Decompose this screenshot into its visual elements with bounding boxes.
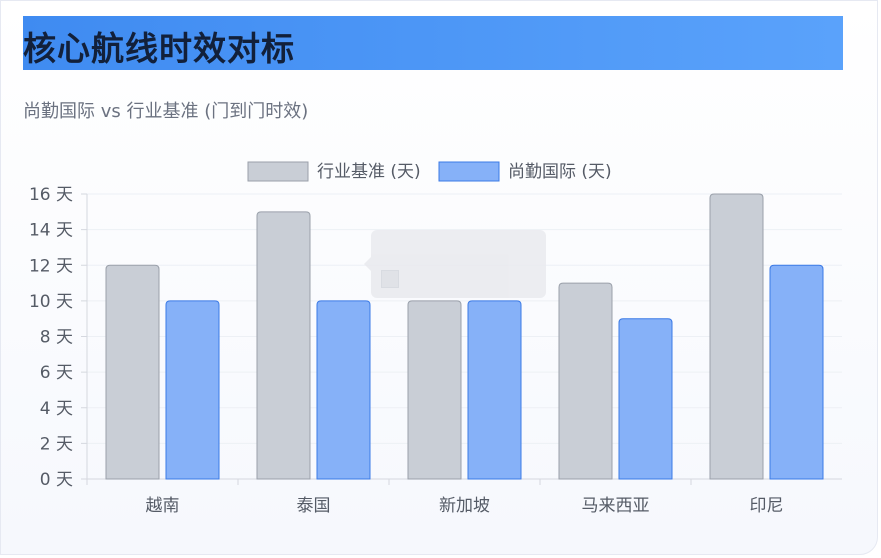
x-tick-label: 新加坡: [439, 496, 490, 516]
y-tick-label: 12 天: [29, 256, 73, 276]
y-tick-label: 2 天: [40, 434, 73, 454]
legend-swatch: [247, 161, 309, 182]
tooltip-swatch: [381, 270, 399, 288]
bar: [467, 300, 522, 480]
bar: [558, 282, 613, 480]
bar: [618, 318, 673, 480]
y-tick-label: 0 天: [40, 470, 73, 490]
x-tick-label: 印尼: [750, 496, 784, 516]
tooltip-ghost: [364, 230, 546, 298]
legend-swatch: [438, 161, 500, 182]
bar: [407, 300, 462, 480]
x-tick-label: 越南: [146, 496, 180, 516]
bar: [256, 211, 311, 480]
legend-label: 行业基准 (天): [317, 162, 421, 182]
bar: [165, 300, 220, 480]
title-bar: 核心航线时效对标: [23, 16, 843, 70]
y-tick-label: 4 天: [40, 399, 73, 419]
y-tick-label: 8 天: [40, 328, 73, 348]
bar: [105, 264, 160, 480]
page-title: 核心航线时效对标: [23, 29, 295, 68]
legend-label: 尚勤国际 (天): [508, 162, 612, 182]
chart-subtitle: 尚勤国际 vs 行业基准 (门到门时效): [23, 101, 309, 122]
y-tick-label: 14 天: [29, 221, 73, 241]
bar: [316, 300, 371, 480]
y-tick-label: 16 天: [29, 185, 73, 205]
y-tick-label: 10 天: [29, 292, 73, 312]
bar: [709, 193, 764, 480]
y-tick-label: 6 天: [40, 363, 73, 383]
x-tick-label: 泰国: [297, 496, 331, 516]
bar: [769, 264, 824, 480]
x-tick-label: 马来西亚: [582, 496, 650, 516]
